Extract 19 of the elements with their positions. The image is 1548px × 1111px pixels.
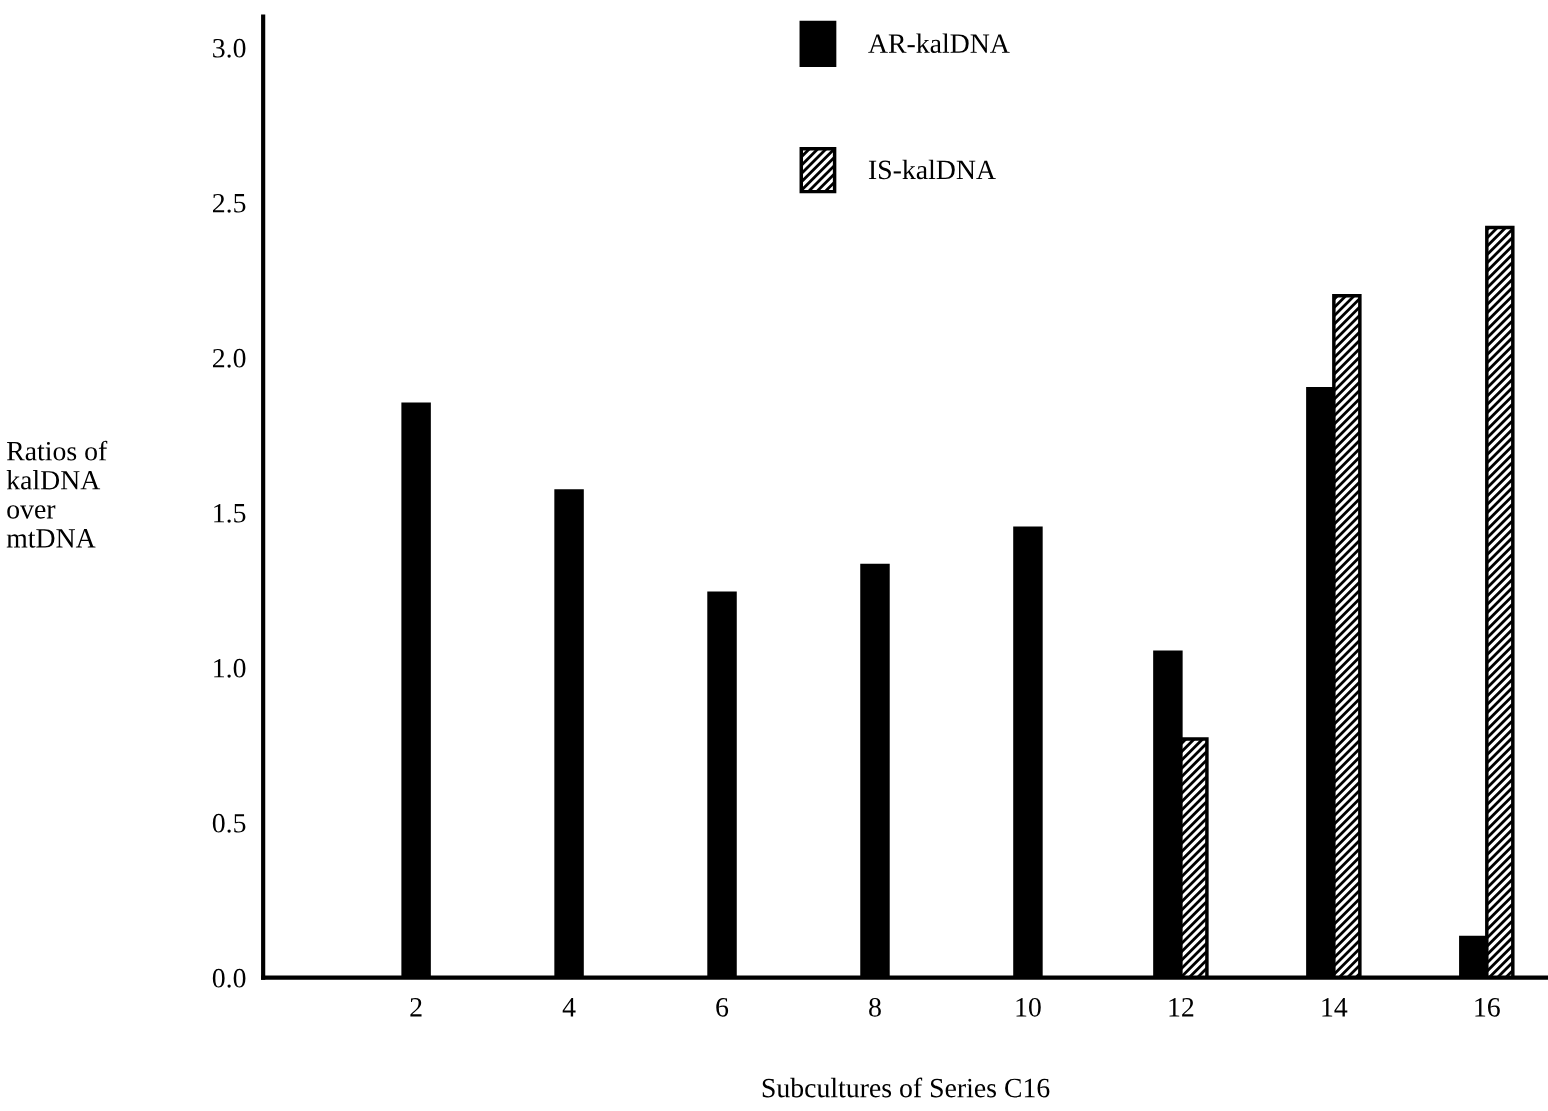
x-tick-label: 8 [869,997,881,1017]
x-tick-label: 12 [1169,998,1194,1017]
y-axis-title: Ratios of kalDNA over mtDNA [6,440,108,548]
y-tick-label: 3.0 [213,38,246,58]
x-tick-label: 16 [1475,998,1500,1017]
y-tick-label: 2.0 [212,348,246,368]
x-tick-label: 10 [1016,997,1041,1017]
x-axis-title: Subcultures of Series C16 [762,1077,1050,1098]
legend-label: IS-kalDNA [868,159,996,180]
x-tick-label: 14 [1322,998,1348,1017]
y-tick-label: 0.0 [212,968,246,988]
y-tick-label: 2.5 [212,193,246,213]
y-tick-label: 1.5 [214,503,246,523]
x-tick-label: 4 [562,998,576,1017]
x-tick-label: 2 [410,998,422,1017]
x-tick-label: 6 [716,998,729,1017]
y-tick-label: 0.5 [212,813,246,833]
y-tick-label: 1.0 [214,658,246,678]
legend-label: AR-kalDNA [868,33,1010,53]
